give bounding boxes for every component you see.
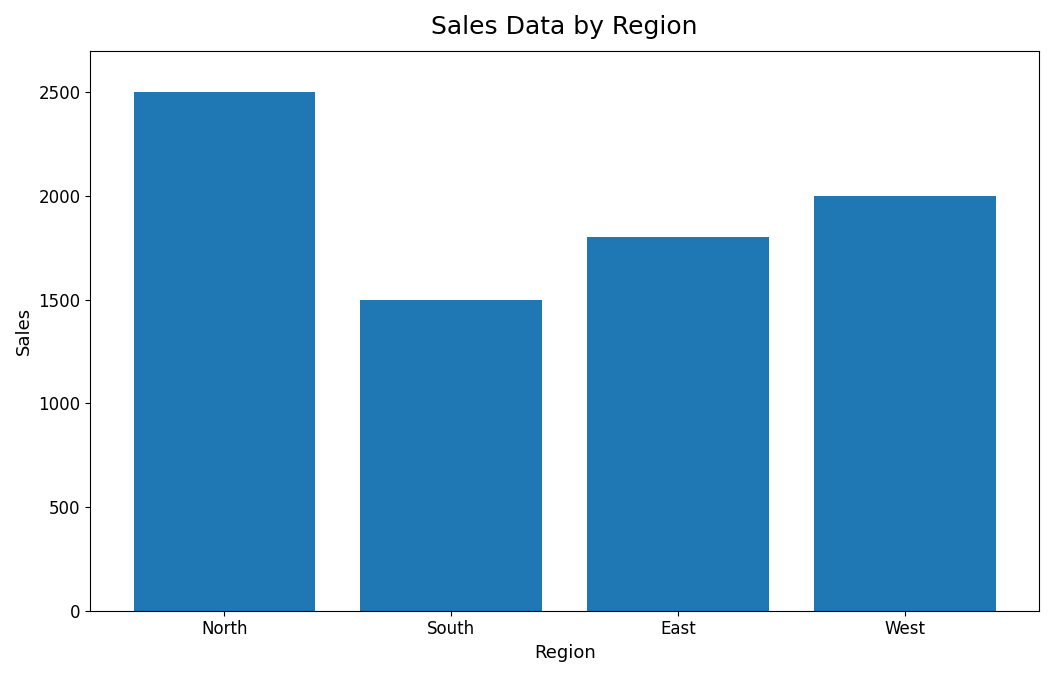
X-axis label: Region: Region: [533, 644, 596, 662]
Bar: [587, 238, 769, 611]
Bar: [815, 196, 996, 611]
Y-axis label: Sales: Sales: [15, 307, 33, 355]
Title: Sales Data by Region: Sales Data by Region: [431, 15, 698, 39]
Bar: [360, 300, 542, 611]
Bar: [134, 92, 315, 611]
